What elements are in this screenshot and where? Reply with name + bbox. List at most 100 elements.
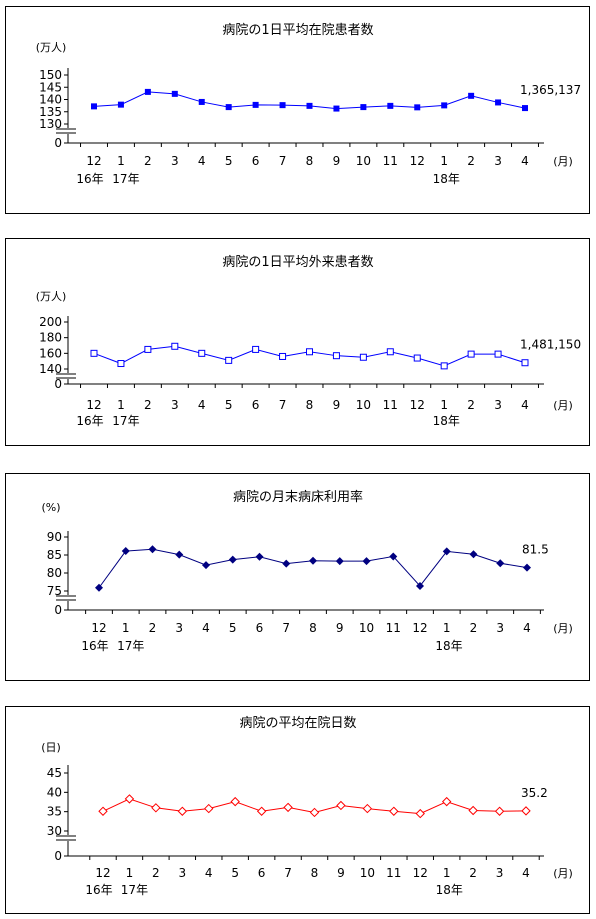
month-unit-label: (月) <box>553 155 573 168</box>
x-tick-label: 12 <box>86 398 101 412</box>
x-tick-label: 2 <box>144 154 152 168</box>
data-point <box>175 550 184 559</box>
x-tick-label: 9 <box>333 398 341 412</box>
y-tick-label: 75 <box>47 584 62 598</box>
data-point <box>359 353 367 361</box>
data-point <box>204 803 214 814</box>
data-point <box>202 561 210 570</box>
year-label-18: 18年 <box>436 883 463 897</box>
x-tick-label: 12 <box>410 154 425 168</box>
month-unit-label: (月) <box>553 867 573 880</box>
x-tick-label: 5 <box>231 866 239 880</box>
data-point <box>441 102 448 109</box>
x-tick-label: 10 <box>360 866 375 880</box>
data-point <box>171 90 178 97</box>
x-tick-label: 3 <box>494 398 502 412</box>
x-tick-label: 11 <box>386 621 401 635</box>
data-point <box>522 105 528 112</box>
x-tick-label: 2 <box>469 866 477 880</box>
y-tick-label: 30 <box>47 824 62 838</box>
data-point <box>521 359 529 367</box>
data-point <box>494 350 502 358</box>
data-point <box>362 803 373 814</box>
data-point <box>521 806 531 816</box>
year-label-18: 18年 <box>435 639 462 653</box>
year-label-16: 16年 <box>81 639 108 653</box>
year-label-17: 17年 <box>117 639 144 653</box>
x-tick-label: 12 <box>413 866 428 880</box>
data-point <box>252 345 260 353</box>
data-point <box>98 806 108 816</box>
x-tick-label: 4 <box>198 398 206 412</box>
x-tick-label: 6 <box>258 866 266 880</box>
y-tick-label: 160 <box>39 346 62 360</box>
data-point <box>283 802 293 813</box>
data-point <box>306 102 313 109</box>
x-tick-label: 4 <box>521 398 529 412</box>
y-tick-label: 0 <box>54 377 62 391</box>
data-point <box>117 101 124 108</box>
x-tick-label: 12 <box>86 154 101 168</box>
x-tick-label: 4 <box>521 154 529 168</box>
year-label-18: 18年 <box>433 414 460 428</box>
y-tick-label: 145 <box>39 80 62 94</box>
data-point <box>225 356 233 364</box>
x-tick-label: 8 <box>309 621 317 635</box>
y-tick-label: 0 <box>54 136 62 150</box>
year-label-17: 17年 <box>121 883 148 897</box>
y-unit-label: (万人) <box>36 41 67 54</box>
data-point <box>148 545 157 554</box>
y-unit-label: (万人) <box>36 290 67 303</box>
data-point <box>117 360 125 368</box>
end-value-label: 81.5 <box>522 543 549 557</box>
data-point <box>332 352 340 360</box>
y-tick-label: 0 <box>54 603 62 617</box>
x-tick-label: 4 <box>202 621 210 635</box>
x-tick-label: 5 <box>225 398 233 412</box>
x-tick-label: 7 <box>279 154 287 168</box>
x-tick-label: 3 <box>178 866 186 880</box>
x-tick-label: 1 <box>440 398 448 412</box>
x-tick-label: 3 <box>175 621 183 635</box>
data-point <box>389 552 398 561</box>
x-tick-label: 5 <box>225 154 233 168</box>
x-tick-label: 1 <box>443 866 451 880</box>
data-point <box>335 557 344 566</box>
y-tick-label: 0 <box>54 849 62 863</box>
x-tick-label: 3 <box>496 866 504 880</box>
data-point <box>151 803 161 813</box>
data-point <box>252 101 259 108</box>
y-tick-label: 140 <box>39 93 62 107</box>
x-tick-label: 3 <box>171 398 179 412</box>
x-tick-label: 1 <box>440 154 448 168</box>
x-tick-label: 1 <box>443 621 451 635</box>
x-tick-label: 2 <box>144 398 152 412</box>
x-tick-label: 10 <box>356 154 371 168</box>
data-point <box>228 555 237 564</box>
data-point <box>496 559 505 568</box>
data-point <box>230 796 240 807</box>
x-tick-label: 12 <box>91 621 106 635</box>
series-line <box>98 548 528 589</box>
data-point <box>441 796 452 807</box>
x-tick-label: 3 <box>171 154 179 168</box>
x-tick-label: 4 <box>198 154 206 168</box>
data-point <box>306 348 313 356</box>
data-point <box>467 350 475 358</box>
chart-panel-inpatients: 病院の1日平均在院患者数 (万人) 150 145 140 135 130 0 12 1 2 3 4 5 6… <box>5 6 590 214</box>
data-point <box>124 794 135 804</box>
data-point <box>468 92 475 99</box>
year-label-18: 18年 <box>433 172 460 186</box>
x-tick-label: 12 <box>412 621 427 635</box>
data-point <box>333 105 340 112</box>
x-tick-label: 4 <box>522 866 530 880</box>
x-tick-label: 5 <box>229 621 237 635</box>
x-tick-label: 7 <box>284 866 292 880</box>
data-point <box>256 806 267 816</box>
data-point <box>469 550 478 559</box>
data-point <box>198 349 206 357</box>
y-tick-label: 130 <box>39 117 62 131</box>
end-value-label: 35.2 <box>521 786 548 800</box>
